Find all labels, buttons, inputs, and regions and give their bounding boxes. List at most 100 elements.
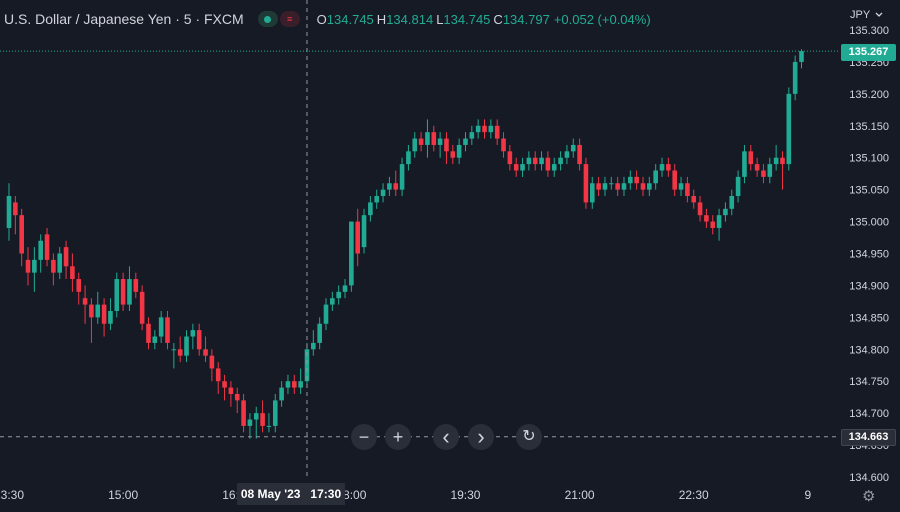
candle-down xyxy=(545,157,551,171)
candle-up xyxy=(266,425,272,427)
menu-toggle[interactable]: ≡ xyxy=(279,11,300,27)
y-tick-label: 134.750 xyxy=(849,376,889,388)
candle-down xyxy=(355,221,360,254)
candle-up xyxy=(729,196,735,209)
candle-up xyxy=(742,151,747,177)
settings-button[interactable]: ⚙ xyxy=(862,487,875,505)
x-tick-label: 9 xyxy=(804,488,811,502)
candle-down xyxy=(697,202,703,216)
currency-label: JPY xyxy=(850,9,870,21)
dot-icon xyxy=(264,15,272,23)
chart-legend: U.S. Dollar / Japanese Yen · 5 · FXCM ≡ … xyxy=(4,10,651,28)
candle-up xyxy=(463,138,468,145)
candle-up xyxy=(38,240,43,260)
x-tick-label: 21:00 xyxy=(565,488,595,502)
candle-down xyxy=(292,381,297,388)
crosshair-price-label: 134.663 xyxy=(841,429,896,446)
candle-up xyxy=(653,170,658,184)
candle-up xyxy=(32,259,37,273)
candle-down xyxy=(234,393,240,401)
candle-up xyxy=(342,285,348,292)
candle-down xyxy=(634,176,639,184)
candle-up xyxy=(551,164,557,171)
candle-up xyxy=(735,176,741,197)
candle-down xyxy=(482,125,487,133)
candle-up xyxy=(475,125,481,133)
y-tick-label: 135.300 xyxy=(849,25,889,37)
candle-down xyxy=(583,164,589,203)
candle-down xyxy=(63,247,69,267)
candle-up xyxy=(799,51,804,62)
candle-up xyxy=(323,304,329,324)
menu-icon: ≡ xyxy=(287,14,293,24)
candle-up xyxy=(311,342,316,350)
candle-down xyxy=(76,279,82,292)
candle-up xyxy=(539,157,544,165)
candle-up xyxy=(152,336,158,343)
candle-up xyxy=(723,208,728,216)
y-tick-label: 134.700 xyxy=(849,408,889,420)
candle-up xyxy=(247,419,253,426)
y-tick-label: 134.950 xyxy=(849,249,889,261)
scroll-right-button[interactable]: › xyxy=(468,424,494,450)
candle-down xyxy=(19,215,24,254)
candle-down xyxy=(672,170,677,190)
candle-down xyxy=(25,259,31,273)
candle-down xyxy=(133,279,139,292)
crosshair-time-label: 08 May '23 17:30 xyxy=(237,483,345,505)
candle-up xyxy=(387,183,392,190)
candle-down xyxy=(431,132,437,145)
candle-up xyxy=(773,157,779,165)
zoom-out-button[interactable]: − xyxy=(351,424,377,450)
low-label: L xyxy=(436,11,444,27)
scroll-left-button[interactable]: ‹ xyxy=(433,424,459,450)
zoom-in-button[interactable]: + xyxy=(385,424,411,450)
candle-down xyxy=(82,298,88,305)
candle-down xyxy=(501,138,506,152)
low-value: 134.745 xyxy=(443,11,491,27)
open-label: O xyxy=(316,11,327,27)
candle-up xyxy=(253,413,259,420)
candle-down xyxy=(754,164,760,171)
candle-up xyxy=(488,125,494,133)
candle-down xyxy=(120,279,126,305)
candle-up xyxy=(330,298,335,305)
candle-up xyxy=(349,221,354,286)
candle-up xyxy=(285,381,291,388)
close-label: C xyxy=(493,11,503,27)
candle-up xyxy=(336,291,341,299)
candle-up xyxy=(621,183,627,190)
candle-down xyxy=(139,291,145,324)
candle-up xyxy=(469,132,475,139)
candle-up xyxy=(520,164,525,171)
candle-up xyxy=(158,317,164,337)
candle-up xyxy=(272,400,278,426)
chevron-down-icon xyxy=(875,12,883,18)
candle-down xyxy=(241,400,246,426)
symbol-title[interactable]: U.S. Dollar / Japanese Yen · 5 · FXCM xyxy=(4,11,244,27)
candle-up xyxy=(57,253,63,273)
candle-up xyxy=(399,164,405,190)
candle-down xyxy=(393,183,399,190)
visibility-toggle[interactable] xyxy=(257,11,278,27)
reset-chart-button[interactable]: ↻ xyxy=(516,424,542,450)
chevron-right-icon: › xyxy=(477,424,485,449)
candle-down xyxy=(203,349,208,356)
candle-up xyxy=(786,93,792,165)
candle-down xyxy=(260,413,265,426)
y-tick-label: 135.100 xyxy=(849,153,889,165)
x-tick-label: 19:30 xyxy=(450,488,480,502)
candle-up xyxy=(298,381,303,388)
candle-up xyxy=(437,138,443,145)
candle-down xyxy=(51,259,56,273)
currency-selector[interactable]: JPY xyxy=(850,9,883,21)
candle-up xyxy=(602,183,608,190)
candle-up xyxy=(456,144,462,158)
candle-down xyxy=(44,234,50,260)
x-tick-label: 15:00 xyxy=(108,488,138,502)
plus-icon: + xyxy=(392,427,404,447)
candle-up xyxy=(184,336,189,356)
candle-up xyxy=(564,151,570,158)
candle-up xyxy=(526,157,532,165)
